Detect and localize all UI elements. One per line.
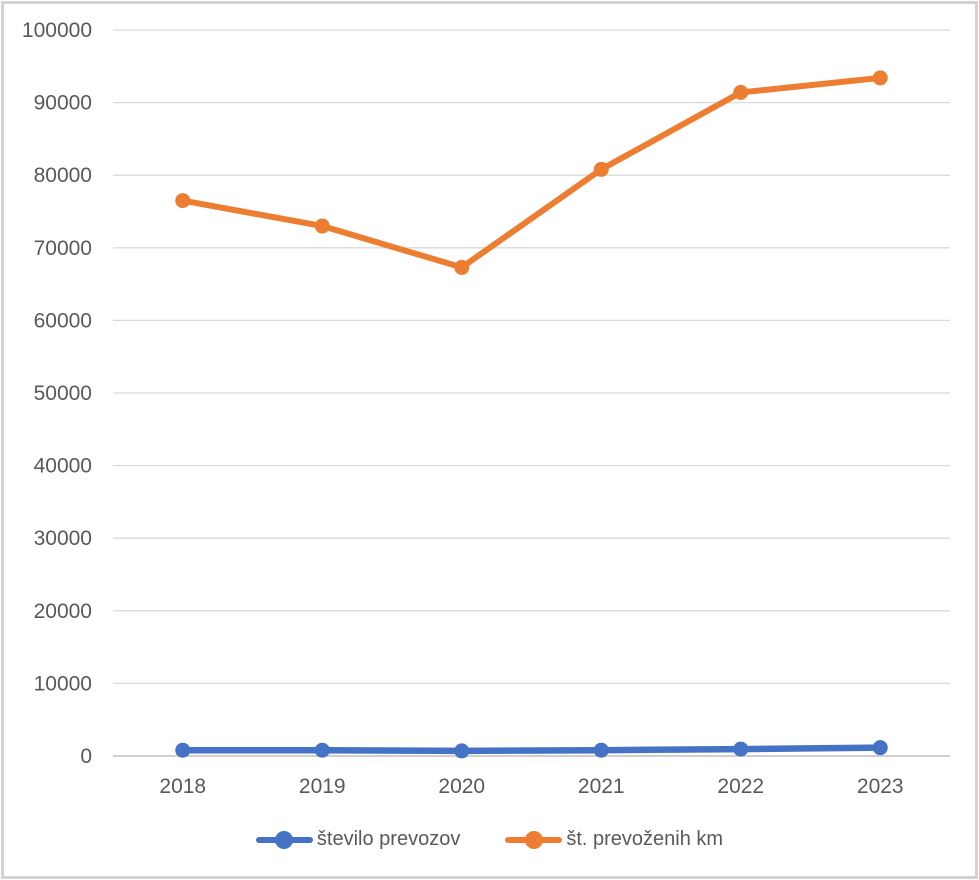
x-tick-label: 2022 (717, 775, 764, 798)
legend-item-st-prevozenih-km: št. prevoženih km (505, 828, 723, 851)
y-tick-label: 10000 (34, 672, 92, 695)
data-point-st-prevozenih-km-2021 (593, 161, 609, 177)
x-tick-label: 2019 (299, 775, 346, 798)
x-tick-label: 2018 (159, 775, 206, 798)
data-point-stevilo-prevozov-2021 (593, 742, 609, 758)
y-tick-label: 70000 (34, 237, 92, 260)
x-tick-label: 2021 (578, 775, 625, 798)
y-tick-label: 40000 (34, 455, 92, 478)
x-tick-label: 2023 (857, 775, 904, 798)
y-tick-label: 30000 (34, 527, 92, 550)
legend-label: število prevozov (316, 828, 461, 850)
chart-legend: število prevozov št. prevoženih km (0, 828, 979, 851)
data-point-st-prevozenih-km-2023 (872, 70, 888, 86)
y-tick-label: 50000 (34, 382, 92, 405)
legend-item-stevilo-prevozov: število prevozov (255, 828, 461, 851)
y-tick-label: 20000 (34, 600, 92, 623)
data-point-stevilo-prevozov-2023 (872, 740, 888, 756)
legend-line-dot-marker-icon (505, 830, 563, 849)
data-point-st-prevozenih-km-2020 (454, 259, 470, 275)
y-tick-label: 80000 (34, 164, 92, 187)
data-point-stevilo-prevozov-2019 (314, 742, 330, 758)
y-tick-label: 90000 (34, 92, 92, 115)
data-point-stevilo-prevozov-2018 (175, 742, 191, 758)
legend-dot-icon (524, 830, 543, 849)
legend-dot-icon (275, 830, 294, 849)
data-point-stevilo-prevozov-2020 (454, 743, 470, 759)
data-point-st-prevozenih-km-2018 (175, 193, 191, 209)
x-tick-label: 2020 (438, 775, 485, 798)
y-tick-label: 60000 (34, 309, 92, 332)
data-point-stevilo-prevozov-2022 (733, 741, 749, 757)
data-point-st-prevozenih-km-2019 (314, 218, 330, 234)
legend-label: št. prevoženih km (566, 828, 724, 850)
series-line-stevilo-prevozov (179, 744, 884, 755)
series-line-st-prevozenih-km (179, 74, 884, 271)
y-tick-label: 0 (80, 745, 92, 768)
legend-line-dot-marker-icon (255, 830, 313, 849)
data-point-st-prevozenih-km-2022 (733, 84, 749, 100)
y-tick-label: 100000 (22, 19, 92, 42)
